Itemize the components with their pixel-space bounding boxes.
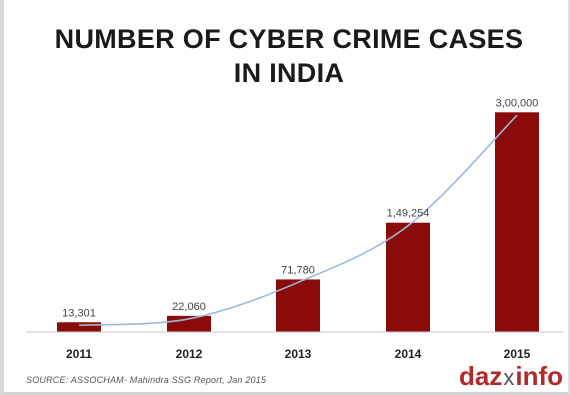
bar-2013 <box>276 279 320 332</box>
value-label-2012: 22,060 <box>172 301 206 313</box>
bar-2015 <box>495 112 539 333</box>
dazeinfo-logo: dazxinfo <box>459 361 563 393</box>
value-label-2014: 1,49,254 <box>387 208 430 220</box>
value-label-2015: 3,00,000 <box>496 97 539 109</box>
source-note: SOURCE: ASSOCHAM- Mahindra SSG Report, J… <box>26 375 267 385</box>
category-label-2014: 2014 <box>395 347 422 361</box>
category-label-2013: 2013 <box>285 347 312 361</box>
category-label-2011: 2011 <box>66 347 92 361</box>
chart-title-line-1: NUMBER OF CYBER CRIME CASES <box>54 24 524 54</box>
value-label-2013: 71,780 <box>281 264 315 276</box>
value-label-2011: 13,301 <box>62 307 96 319</box>
bar-2014 <box>386 222 430 332</box>
category-label-2015: 2015 <box>504 347 531 361</box>
bar-2011 <box>57 322 101 332</box>
chart-title-line-2: IN INDIA <box>233 58 345 88</box>
chart-title: NUMBER OF CYBER CRIME CASES IN INDIA <box>8 22 570 90</box>
trend-line <box>78 114 518 327</box>
category-label-2012: 2012 <box>176 347 203 361</box>
logo-part-3: info <box>515 361 563 391</box>
logo-part-2: x <box>503 365 515 390</box>
logo-part-1: daz <box>459 361 503 391</box>
bar-chart: 13,301 2011 22,060 2012 71,780 2013 1,49,254 20… <box>26 97 564 361</box>
